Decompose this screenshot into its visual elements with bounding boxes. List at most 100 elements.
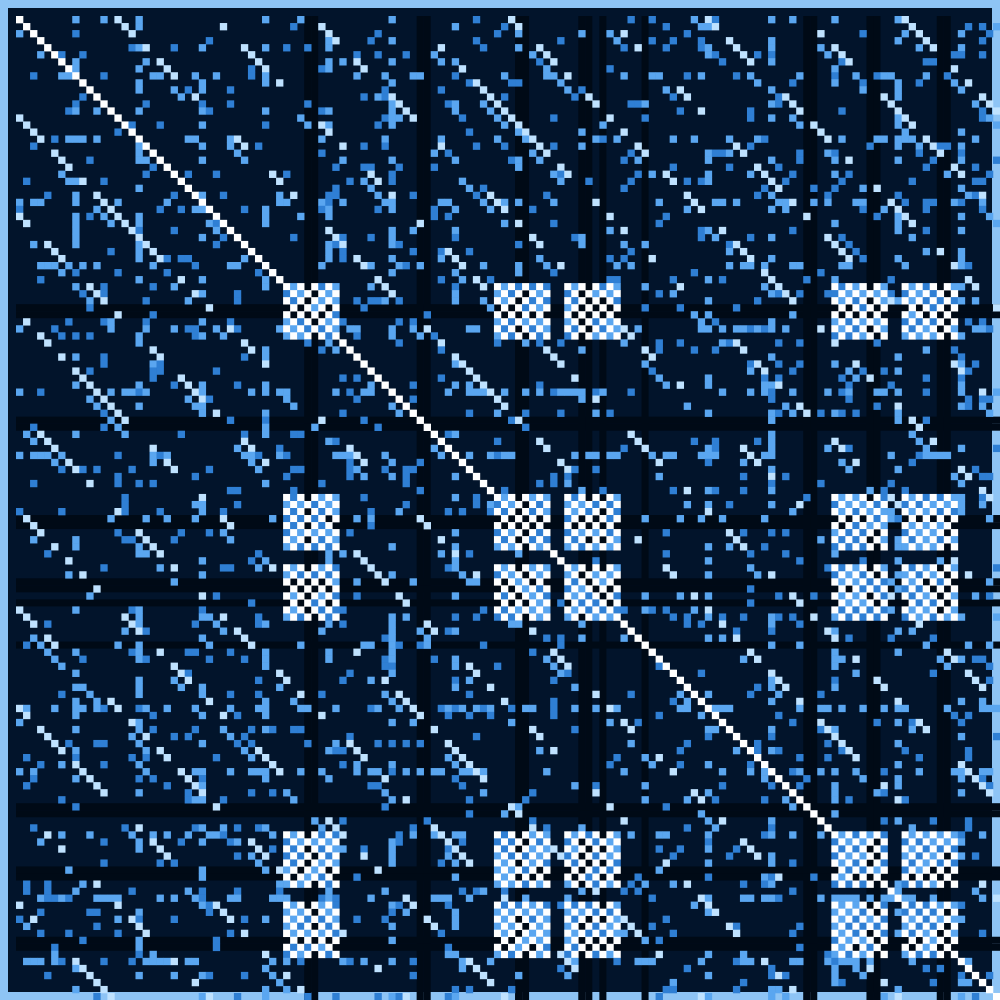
matrix-cell [430, 163, 439, 171]
matrix-cell [838, 325, 846, 333]
matrix-cell [290, 564, 298, 572]
matrix-cell [739, 444, 748, 453]
matrix-cell [240, 971, 249, 980]
matrix-cell [219, 332, 228, 340]
matrix-cell [978, 93, 987, 101]
matrix-cell [894, 887, 902, 895]
matrix-cell [894, 135, 902, 143]
matrix-cell [613, 325, 621, 333]
matrix-cell [627, 262, 635, 270]
matrix-cell [297, 16, 305, 24]
matrix-cell [746, 142, 755, 150]
matrix-cell [943, 859, 952, 867]
matrix-cell [704, 704, 713, 713]
matrix-cell [529, 725, 537, 734]
matrix-cell [72, 746, 80, 755]
matrix-cell [704, 817, 713, 825]
matrix-cell [782, 683, 790, 692]
matrix-cell [276, 451, 284, 460]
matrix-cell [58, 746, 66, 755]
matrix-cell [529, 304, 537, 312]
matrix-cell [318, 627, 326, 635]
matrix-cell [522, 135, 530, 143]
matrix-cell [65, 107, 73, 115]
matrix-cell [367, 262, 375, 270]
matrix-cell [859, 901, 867, 909]
matrix-cell [388, 332, 396, 340]
matrix-cell [472, 191, 481, 200]
matrix-cell [908, 936, 916, 945]
matrix-cell [845, 578, 853, 586]
matrix-cell [543, 950, 551, 959]
matrix-cell [135, 339, 143, 347]
matrix-cell [543, 571, 551, 579]
matrix-cell [690, 437, 699, 446]
matrix-cell [915, 606, 923, 614]
matrix-cell [233, 852, 242, 860]
matrix-cell [233, 824, 242, 832]
matrix-cell [775, 873, 783, 881]
matrix-cell [873, 290, 881, 298]
matrix-cell [852, 332, 860, 340]
matrix-cell [493, 859, 502, 867]
matrix-cell [72, 683, 80, 692]
matrix-cell [922, 529, 931, 537]
matrix-cell [880, 950, 888, 959]
matrix-cell [318, 529, 326, 537]
matrix-cell [845, 613, 853, 621]
matrix-cell [515, 318, 523, 326]
matrix-cell [880, 936, 888, 945]
matrix-cell [824, 725, 832, 734]
matrix-cell [290, 796, 298, 804]
matrix-cell [311, 500, 319, 509]
matrix-cell [866, 866, 874, 874]
matrix-cell [578, 508, 586, 516]
matrix-cell [254, 768, 263, 776]
matrix-cell [964, 964, 973, 973]
matrix-cell [725, 500, 734, 509]
matrix-cell [796, 107, 804, 115]
matrix-cell [128, 606, 136, 614]
matrix-cell [522, 522, 530, 530]
matrix-cell [79, 51, 87, 59]
matrix-cell [332, 346, 340, 354]
matrix-cell [859, 79, 867, 87]
matrix-cell [985, 641, 994, 649]
matrix-cell [205, 613, 214, 621]
matrix-cell [79, 655, 87, 663]
matrix-cell [142, 655, 150, 663]
matrix-cell [578, 536, 586, 544]
matrix-cell [613, 536, 621, 544]
matrix-cell [163, 451, 171, 460]
matrix-cell [416, 416, 424, 424]
matrix-cell [838, 936, 846, 945]
matrix-cell [929, 451, 938, 460]
matrix-cell [894, 894, 902, 902]
matrix-cell [901, 332, 909, 340]
matrix-cell [922, 451, 931, 460]
matrix-cell [739, 655, 748, 663]
matrix-cell [465, 465, 474, 474]
matrix-cell [58, 51, 66, 59]
matrix-cell [254, 620, 263, 628]
matrix-cell [51, 262, 59, 270]
matrix-cell [880, 704, 888, 713]
matrix-cell [908, 824, 916, 832]
matrix-cell [564, 515, 572, 523]
matrix-cell [950, 508, 959, 516]
matrix-cell [353, 592, 361, 600]
matrix-cell [205, 697, 214, 706]
matrix-cell [852, 409, 860, 417]
matrix-cell [149, 950, 157, 959]
matrix-cell [866, 374, 874, 382]
matrix-cell [529, 704, 537, 713]
matrix-cell [852, 754, 860, 762]
matrix-cell [796, 704, 804, 713]
matrix-cell [149, 838, 157, 846]
matrix-cell [72, 100, 80, 108]
matrix-cell [262, 915, 270, 923]
matrix-cell [908, 866, 916, 874]
matrix-cell [486, 388, 495, 396]
matrix-cell [72, 754, 80, 762]
matrix-cell [135, 149, 143, 157]
